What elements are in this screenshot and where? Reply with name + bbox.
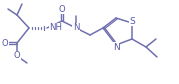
Text: N: N xyxy=(113,43,119,51)
Text: NH: NH xyxy=(49,24,62,33)
Text: N: N xyxy=(73,24,79,33)
Text: O: O xyxy=(59,5,65,14)
Text: O: O xyxy=(14,51,20,60)
Text: S: S xyxy=(129,16,135,26)
Text: O: O xyxy=(2,38,8,47)
